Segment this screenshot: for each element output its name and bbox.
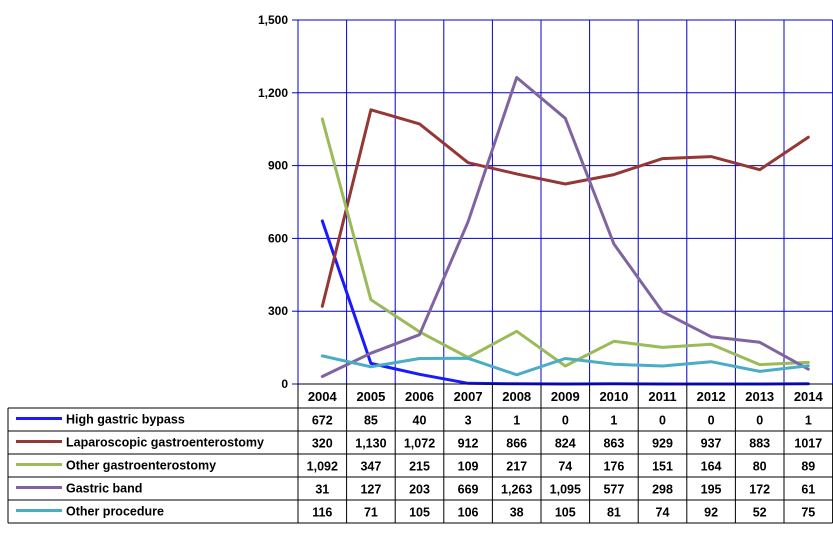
series-line xyxy=(320,354,810,377)
x-category-label: 2008 xyxy=(502,389,531,404)
data-label: 0 xyxy=(562,414,569,428)
data-label: 172 xyxy=(749,483,770,497)
x-category-label: 2011 xyxy=(648,389,676,404)
data-label: 74 xyxy=(656,506,670,520)
data-label: 75 xyxy=(801,506,815,520)
data-label: 0 xyxy=(659,414,666,428)
data-label: 38 xyxy=(510,506,524,520)
data-label: 61 xyxy=(801,483,815,497)
data-label: 85 xyxy=(364,414,378,428)
y-tick-label: 900 xyxy=(268,159,288,173)
x-category-label: 2005 xyxy=(356,389,385,404)
x-category-label: 2010 xyxy=(599,389,628,404)
data-label: 1 xyxy=(610,414,617,428)
data-label: 3 xyxy=(465,414,472,428)
legend-label: High gastric bypass xyxy=(66,413,185,427)
y-tick-label: 300 xyxy=(268,304,288,318)
y-tick-label: 600 xyxy=(268,231,288,245)
x-category-label: 2013 xyxy=(745,389,774,404)
data-label: 203 xyxy=(409,483,430,497)
data-label: 217 xyxy=(506,460,527,474)
data-label: 320 xyxy=(312,437,333,451)
data-label: 215 xyxy=(409,460,430,474)
data-label: 40 xyxy=(413,414,427,428)
data-label: 912 xyxy=(458,437,479,451)
data-label: 577 xyxy=(603,483,624,497)
data-label: 937 xyxy=(701,437,722,451)
data-label: 1,130 xyxy=(355,437,386,451)
series-line xyxy=(320,117,810,368)
legend-label: Other procedure xyxy=(66,505,164,519)
data-label: 81 xyxy=(607,506,621,520)
legend-label: Other gastroenterostomy xyxy=(66,459,216,473)
data-label: 824 xyxy=(555,437,576,451)
x-category-label: 2004 xyxy=(308,389,338,404)
data-label: 669 xyxy=(458,483,479,497)
data-label: 0 xyxy=(708,414,715,428)
y-tick-label: 1,200 xyxy=(258,86,288,100)
data-label: 1,095 xyxy=(550,483,581,497)
data-label: 151 xyxy=(652,460,673,474)
series-line xyxy=(320,108,810,308)
y-tick-label: 0 xyxy=(281,377,288,391)
data-label: 347 xyxy=(360,460,381,474)
data-label: 105 xyxy=(555,506,576,520)
data-label: 298 xyxy=(652,483,673,497)
data-label: 866 xyxy=(506,437,527,451)
data-label: 1,263 xyxy=(501,483,532,497)
data-label: 1 xyxy=(513,414,520,428)
legend-label: Gastric band xyxy=(66,482,142,496)
x-category-label: 2009 xyxy=(551,389,580,404)
data-label: 89 xyxy=(801,460,815,474)
data-label: 883 xyxy=(749,437,770,451)
data-label: 106 xyxy=(458,506,479,520)
data-label: 92 xyxy=(704,506,718,520)
series-line xyxy=(320,76,810,378)
data-label: 164 xyxy=(701,460,722,474)
data-label: 1017 xyxy=(794,437,822,451)
data-label: 1,072 xyxy=(404,437,435,451)
data-label: 105 xyxy=(409,506,430,520)
data-label: 71 xyxy=(364,506,378,520)
data-label: 929 xyxy=(652,437,673,451)
data-label: 31 xyxy=(315,483,329,497)
data-label: 0 xyxy=(756,414,763,428)
legend-label: Laparoscopic gastroenterostomy xyxy=(66,436,264,450)
data-label: 863 xyxy=(603,437,624,451)
data-label: 1,092 xyxy=(307,460,338,474)
data-label: 195 xyxy=(701,483,722,497)
x-category-label: 2007 xyxy=(454,389,483,404)
data-label: 176 xyxy=(603,460,624,474)
x-category-label: 2006 xyxy=(405,389,434,404)
data-label: 80 xyxy=(753,460,767,474)
data-label: 74 xyxy=(558,460,572,474)
data-label: 672 xyxy=(312,414,333,428)
data-label: 109 xyxy=(458,460,479,474)
data-label: 52 xyxy=(753,506,767,520)
x-category-label: 2014 xyxy=(794,389,824,404)
data-label: 1 xyxy=(805,414,812,428)
data-label: 127 xyxy=(360,483,381,497)
y-tick-label: 1,500 xyxy=(258,13,288,27)
x-category-label: 2012 xyxy=(697,389,726,404)
data-label: 116 xyxy=(312,506,332,520)
